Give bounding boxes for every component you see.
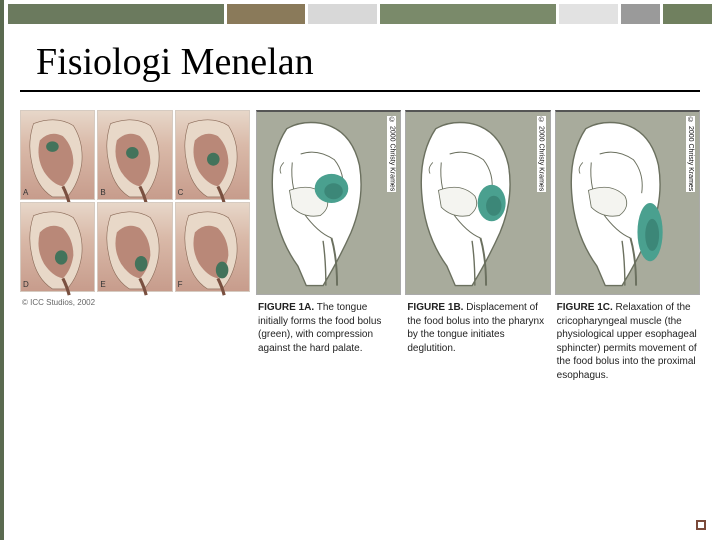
topbar-segment: [621, 4, 660, 24]
figure-label: FIGURE 1C.: [557, 302, 613, 313]
topbar-segment: [663, 4, 712, 24]
figure-image: © 2000 Christy Krames: [555, 110, 700, 295]
overview-grid: A B C D E: [20, 110, 250, 292]
topbar-segment: [380, 4, 556, 24]
overview-cell-label: C: [178, 188, 184, 197]
content-area: A B C D E: [20, 110, 700, 382]
figure-label: FIGURE 1B.: [407, 302, 463, 313]
slide-title: Fisiologi Menelan: [36, 40, 314, 84]
figure-copyright: © 2000 Christy Krames: [686, 116, 695, 192]
overview-cell: E: [97, 202, 172, 292]
overview-cell-label: B: [100, 188, 105, 197]
overview-cell-label: E: [100, 280, 105, 289]
left-accent-bar: [0, 0, 4, 540]
figure-panel: © 2000 Christy Krames FIGURE 1C. Relaxat…: [555, 110, 700, 382]
overview-cell: B: [97, 110, 172, 200]
figure-caption: FIGURE 1A. The tongue initially forms th…: [256, 295, 401, 375]
overview-cell: F: [175, 202, 250, 292]
topbar-segment: [227, 4, 305, 24]
overview-cell: D: [20, 202, 95, 292]
topbar-segment: [559, 4, 618, 24]
figure-image: © 2000 Christy Krames: [256, 110, 401, 295]
figure-panels: © 2000 Christy Krames FIGURE 1A. The ton…: [256, 110, 700, 382]
overview-thumbnails: A B C D E: [20, 110, 250, 307]
figure-caption: FIGURE 1B. Displacement of the food bolu…: [405, 295, 550, 375]
overview-cell-label: A: [23, 188, 28, 197]
title-underline: [20, 90, 700, 92]
figure-panel: © 2000 Christy Krames FIGURE 1A. The ton…: [256, 110, 401, 382]
topbar-segment: [308, 4, 377, 24]
top-accent-bar: [0, 0, 720, 28]
overview-cell-label: D: [23, 280, 29, 289]
figure-caption: FIGURE 1C. Relaxation of the cricopharyn…: [555, 295, 700, 382]
corner-square-icon: [696, 520, 706, 530]
overview-credit: © ICC Studios, 2002: [20, 298, 250, 307]
figure-image: © 2000 Christy Krames: [405, 110, 550, 295]
topbar-segment: [8, 4, 224, 24]
overview-cell: A: [20, 110, 95, 200]
figure-copyright: © 2000 Christy Krames: [537, 116, 546, 192]
overview-cell-label: F: [178, 280, 183, 289]
figure-label: FIGURE 1A.: [258, 302, 314, 313]
overview-cell: C: [175, 110, 250, 200]
figure-copyright: © 2000 Christy Krames: [387, 116, 396, 192]
figure-panel: © 2000 Christy Krames FIGURE 1B. Displac…: [405, 110, 550, 382]
